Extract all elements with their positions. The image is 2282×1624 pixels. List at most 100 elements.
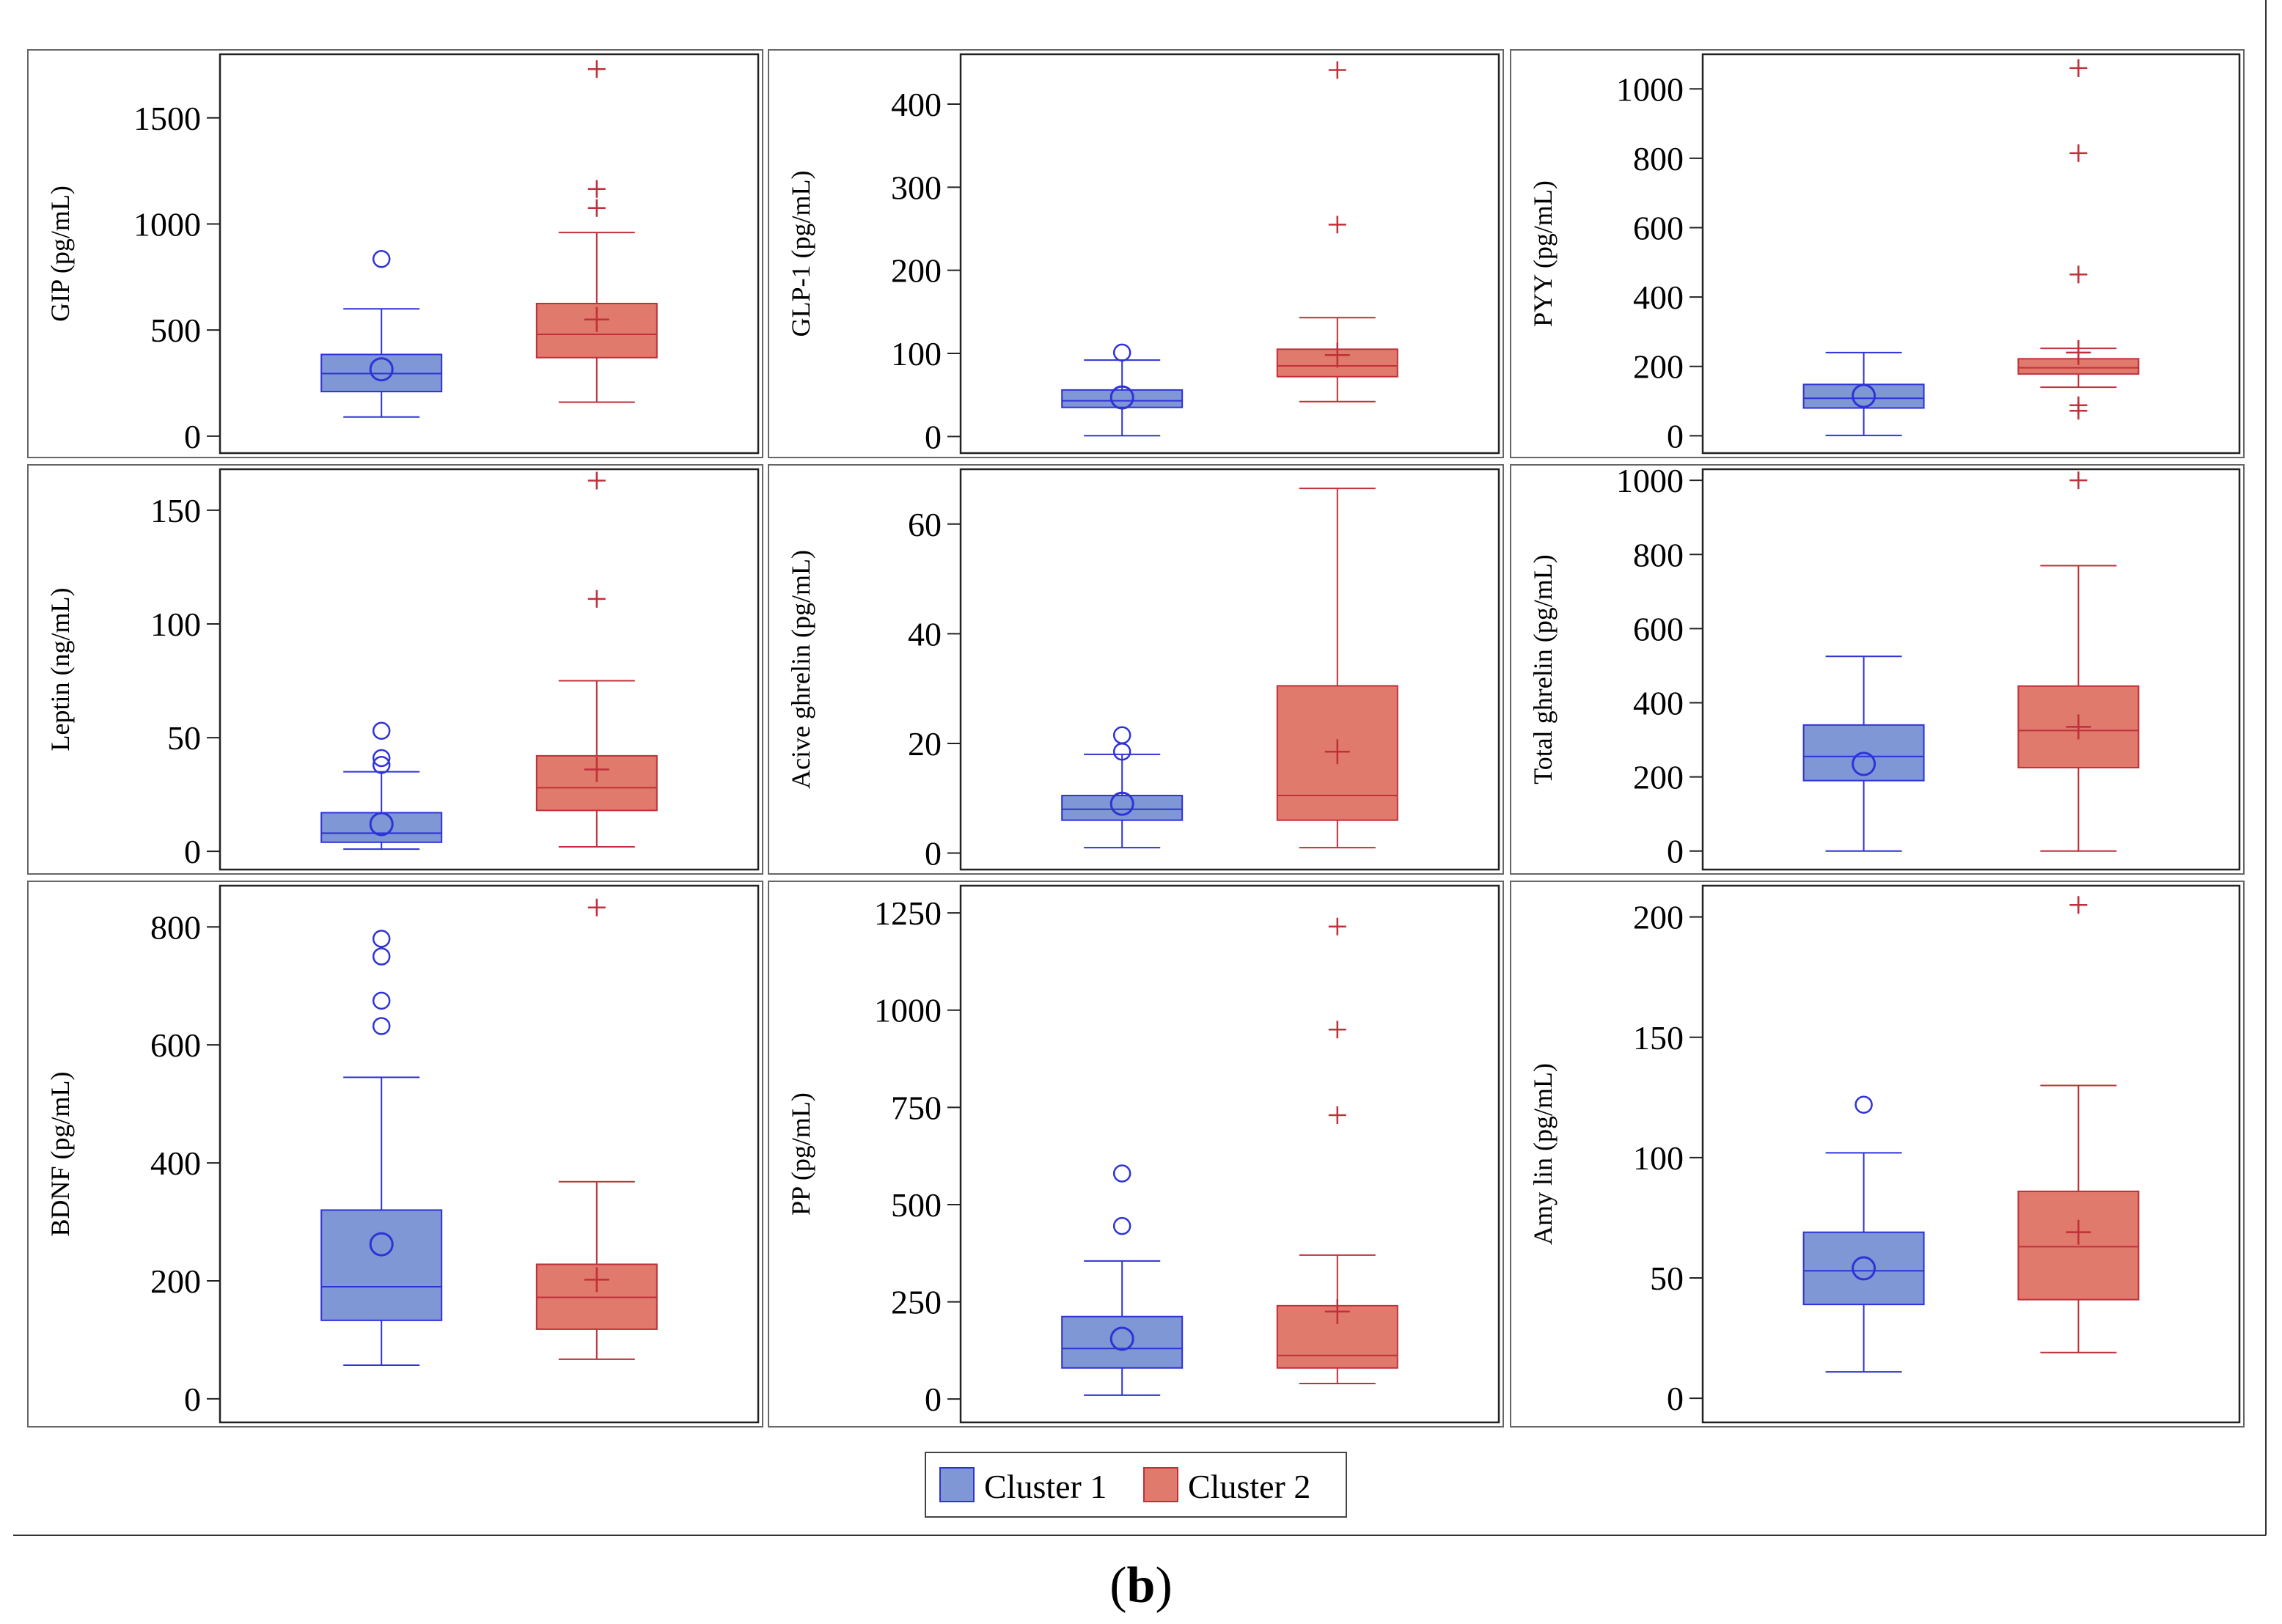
outlier-point: [372, 947, 391, 966]
iqr-box: [1061, 795, 1184, 821]
outlier-point: [587, 199, 606, 217]
iqr-box: [1061, 1315, 1184, 1369]
y-tick-label: 50: [1650, 1260, 1684, 1297]
y-tick-label: 200: [1633, 759, 1684, 796]
outlier-point: [1112, 726, 1131, 745]
iqr-box: [320, 1209, 443, 1321]
y-tick-label: 0: [925, 835, 942, 872]
y-tick-label: 500: [150, 312, 201, 349]
legend-swatch-cluster-2: [1143, 1467, 1178, 1502]
y-tick-label: 200: [1633, 348, 1684, 386]
box-cluster-1: [1061, 343, 1184, 437]
y-axis-label: Acive ghrelin (pg/mL): [786, 550, 815, 789]
y-tick-label: 60: [908, 506, 942, 543]
y-tick-label: 200: [150, 1263, 201, 1300]
y-tick-label: 150: [1633, 1019, 1684, 1057]
iqr-box: [1802, 383, 1925, 409]
outlier-point: [587, 898, 606, 916]
y-tick-label: 800: [1633, 140, 1684, 177]
mean-marker: [2066, 1219, 2091, 1245]
mean-marker: [369, 812, 394, 837]
legend: Cluster 1 Cluster 2: [925, 1452, 1347, 1518]
y-axis-label: PP (pg/mL): [786, 1092, 815, 1216]
caption-open-paren: (: [1109, 1557, 1126, 1614]
outlier-point: [587, 471, 606, 490]
legend-label-cluster-1: Cluster 1: [984, 1468, 1107, 1505]
y-axis-label: Total ghrelin (pg/mL): [1528, 554, 1558, 784]
y-tick-label: 750: [891, 1089, 942, 1126]
y-axis-label: GLP-1 (pg/mL): [786, 171, 815, 337]
box-cluster-1: [1802, 351, 1925, 436]
mean-marker: [1852, 383, 1876, 408]
y-tick-label: 600: [150, 1026, 201, 1064]
y-tick-label: 1000: [133, 205, 201, 243]
y-tick-label: 500: [891, 1186, 942, 1224]
plot-area-frame: [219, 53, 760, 455]
panel-frame: [1510, 881, 2245, 1428]
mean-marker: [1324, 739, 1350, 765]
legend-label-cluster-2: Cluster 2: [1188, 1468, 1310, 1505]
y-tick-label: 400: [1633, 279, 1684, 316]
box-cluster-1: [1802, 655, 1925, 852]
plot-area-frame: [959, 884, 1500, 1424]
outlier-point: [1112, 1216, 1131, 1235]
y-axis-label: Amy lin (pg/mL): [1528, 1063, 1558, 1245]
mean-marker: [1852, 752, 1876, 776]
mean-marker: [584, 757, 609, 782]
outlier-point: [2069, 144, 2088, 162]
y-tick-label: 0: [1667, 833, 1684, 870]
y-axis-label: Leptin (ng/mL): [45, 588, 75, 752]
outlier-point: [372, 749, 391, 768]
outlier-point: [1328, 1106, 1346, 1124]
box-cluster-2: [535, 60, 658, 403]
iqr-box: [320, 812, 443, 843]
plot-area-frame: [219, 884, 760, 1424]
box-cluster-2: [2017, 59, 2140, 420]
y-tick-label: 400: [1633, 685, 1684, 722]
outlier-point: [372, 1017, 391, 1035]
outlier-point: [372, 991, 391, 1010]
outlier-point: [1328, 917, 1346, 936]
y-tick-label: 300: [891, 169, 942, 206]
plot-area-frame: [1701, 884, 2241, 1424]
caption-close-paren: ): [1155, 1557, 1172, 1614]
y-axis-label: GIP (pg/mL): [45, 185, 75, 322]
mean-marker: [1324, 1298, 1350, 1324]
box-cluster-2: [1276, 488, 1398, 849]
outlier-point: [1328, 1021, 1346, 1039]
panel-1: 0 500 1000 1500 GIP (pg/mL): [27, 49, 763, 458]
outlier-point: [1854, 1095, 1873, 1114]
y-tick-label: 800: [1633, 536, 1684, 573]
outlier-point: [1112, 343, 1131, 362]
mean-marker: [1109, 791, 1134, 816]
plot-area-frame: [1701, 53, 2241, 455]
outlier-point: [1328, 216, 1346, 234]
box-cluster-1: [1061, 1164, 1184, 1396]
outlier-point: [2069, 896, 2088, 914]
mean-marker: [1852, 1256, 1876, 1281]
y-tick-label: 1500: [133, 100, 201, 137]
panel-frame: [27, 881, 763, 1428]
box-cluster-2: [2017, 471, 2140, 852]
iqr-box: [1802, 1231, 1925, 1306]
y-tick-label: 0: [184, 833, 201, 870]
box-cluster-1: [320, 930, 443, 1366]
plot-area-frame: [1701, 468, 2241, 871]
panel-9: 0 50 100 150 200 Amy lin (pg/mL): [1510, 881, 2245, 1428]
mean-marker: [584, 306, 609, 332]
outlier-point: [2069, 265, 2088, 284]
y-tick-label: 150: [150, 492, 201, 529]
legend-frame: [925, 1452, 1347, 1518]
y-tick-label: 200: [1633, 899, 1684, 936]
y-tick-label: 0: [925, 1381, 942, 1418]
y-tick-label: 50: [167, 719, 201, 757]
y-tick-label: 100: [891, 335, 942, 372]
y-tick-label: 0: [184, 1381, 201, 1418]
box-cluster-1: [1061, 726, 1184, 849]
mean-marker: [1109, 1326, 1134, 1351]
y-tick-label: 400: [150, 1144, 201, 1182]
caption-letter: b: [1127, 1557, 1156, 1614]
y-tick-label: 1000: [874, 992, 942, 1029]
